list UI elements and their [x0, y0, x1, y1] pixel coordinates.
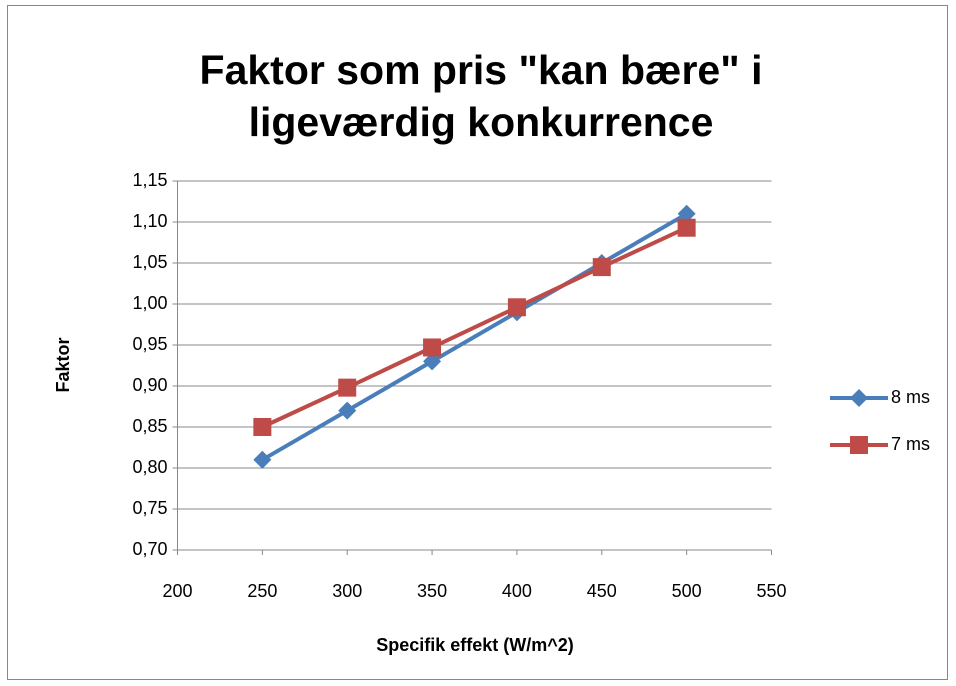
- data-point: [253, 418, 272, 436]
- x-tick-label: 200: [162, 581, 192, 601]
- legend-label: 8 ms: [891, 387, 930, 407]
- data-point: [677, 204, 696, 223]
- y-axis-label: Faktor: [53, 337, 73, 392]
- data-point: [338, 378, 357, 397]
- x-tick-label: 450: [587, 581, 617, 601]
- legend-label: 7 ms: [891, 434, 930, 454]
- x-tick-label: 550: [756, 581, 786, 601]
- x-tick-label: 350: [417, 581, 447, 601]
- x-tick-label: 250: [247, 581, 277, 601]
- y-tick-label: 0,85: [132, 416, 167, 436]
- x-tick-label: 300: [332, 581, 362, 601]
- y-tick-label: 1,15: [132, 170, 167, 190]
- data-point: [423, 338, 442, 357]
- series-line: [261, 212, 688, 462]
- legend-marker: [850, 436, 868, 454]
- data-point: [423, 352, 442, 371]
- data-point: [338, 401, 357, 420]
- data-point: [677, 218, 696, 237]
- x-axis-label: Specifik effekt (W/m^2): [376, 635, 574, 655]
- y-tick-label: 0,75: [132, 498, 167, 518]
- data-point: [253, 450, 272, 469]
- y-tick-label: 0,70: [132, 539, 167, 559]
- y-tick-label: 0,90: [132, 375, 167, 395]
- data-point: [592, 258, 611, 277]
- y-tick-label: 0,80: [132, 457, 167, 477]
- y-tick-label: 1,05: [132, 252, 167, 272]
- chart-border: [7, 5, 948, 680]
- y-tick-label: 1,10: [132, 211, 167, 231]
- x-tick-label: 500: [672, 581, 702, 601]
- legend-marker: [850, 389, 868, 407]
- y-tick-label: 0,95: [132, 334, 167, 354]
- x-tick-label: 400: [502, 581, 532, 601]
- data-point: [507, 298, 526, 317]
- series-line: [261, 225, 688, 429]
- chart-title: Faktor som pris "kan bære" i ligeværdig …: [199, 47, 763, 145]
- y-tick-label: 1,00: [132, 293, 167, 313]
